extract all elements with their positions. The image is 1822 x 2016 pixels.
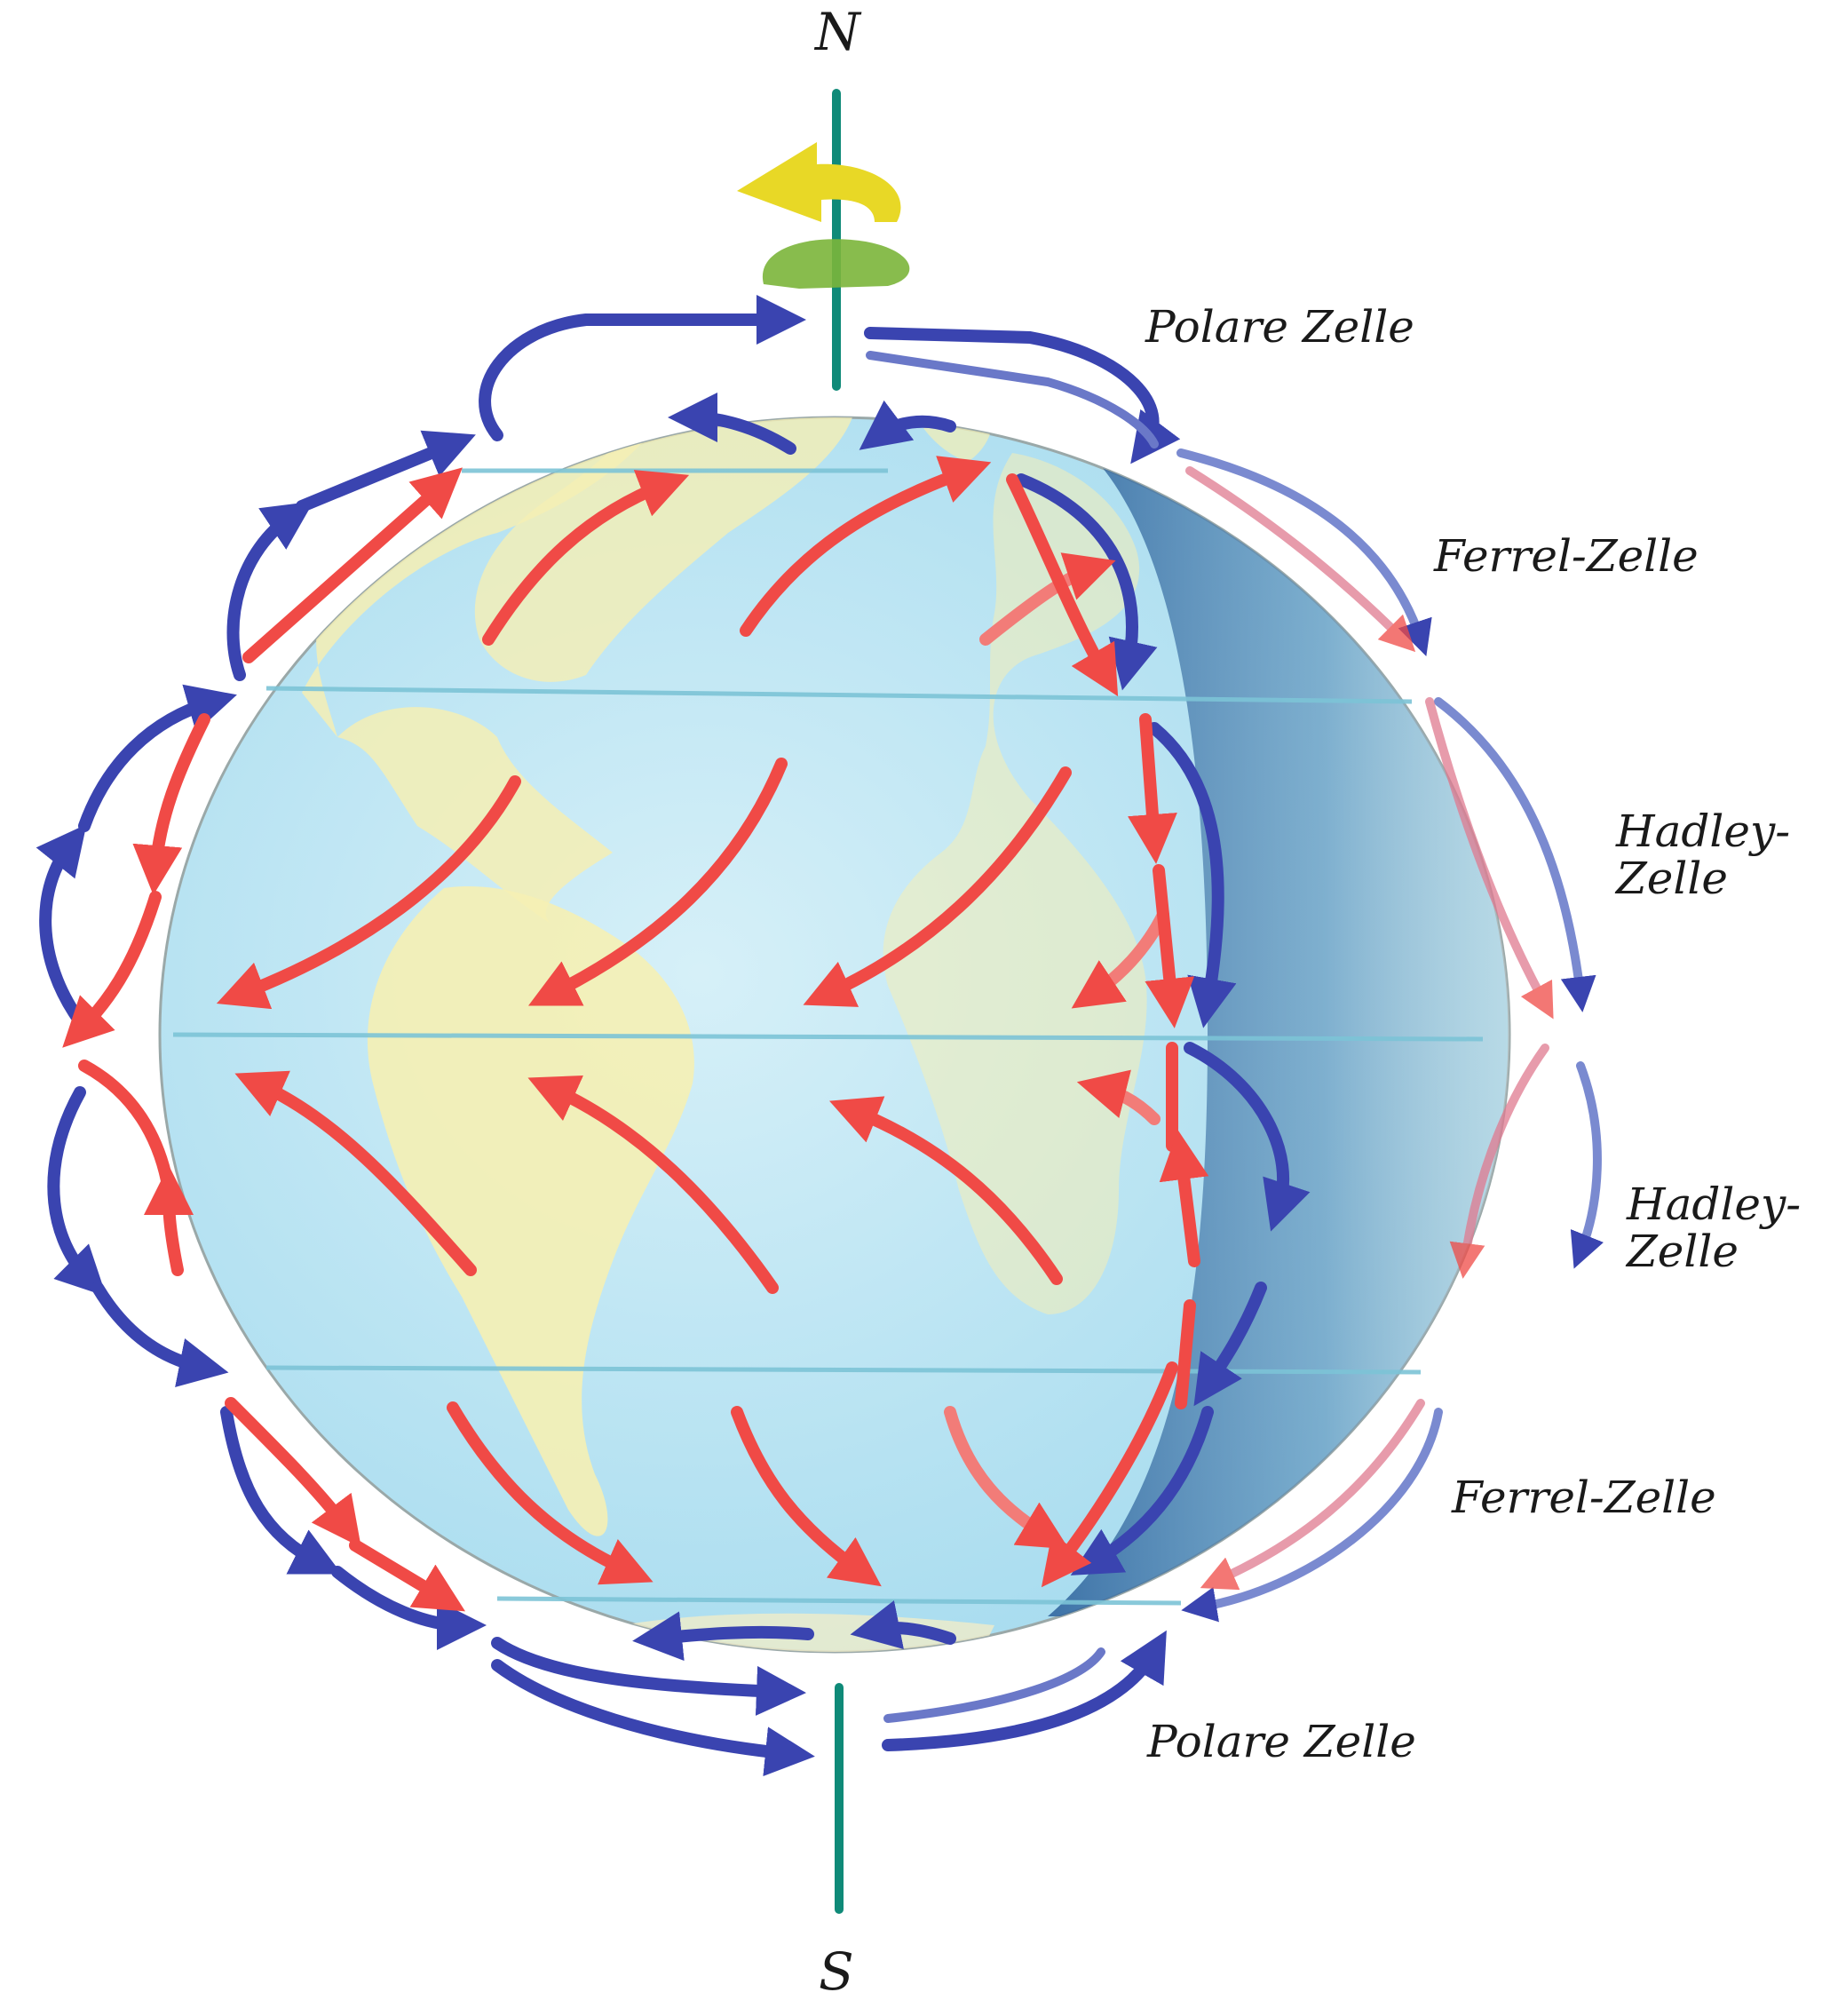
upper-air-flows bbox=[36, 295, 1604, 1777]
north-pole-label: N bbox=[815, 2, 860, 62]
rotation-arrow-icon bbox=[737, 142, 910, 289]
label-hadley-north-line1: Hadley- bbox=[1616, 806, 1791, 857]
label-polar-cell-south: Polare Zelle bbox=[1147, 1716, 1416, 1767]
surface-wind-flows bbox=[62, 456, 1554, 1612]
globe bbox=[158, 416, 1511, 1654]
label-polar-cell-north: Polare Zelle bbox=[1145, 301, 1414, 353]
south-pole-label: S bbox=[819, 1941, 854, 2002]
label-hadley-cell-south: Hadley- Zelle bbox=[1627, 1181, 1801, 1274]
south-america bbox=[367, 886, 694, 1536]
label-hadley-south-line1: Hadley- bbox=[1627, 1179, 1802, 1230]
label-hadley-cell-north: Hadley- Zelle bbox=[1616, 808, 1790, 901]
night-shadow bbox=[1048, 426, 1509, 1616]
label-hadley-north-line2: Zelle bbox=[1616, 852, 1728, 904]
label-ferrel-cell-north: Ferrel-Zelle bbox=[1434, 530, 1699, 582]
label-hadley-south-line2: Zelle bbox=[1627, 1225, 1739, 1277]
label-ferrel-cell-south: Ferrel-Zelle bbox=[1452, 1472, 1716, 1523]
north-america-upper bbox=[474, 417, 852, 682]
